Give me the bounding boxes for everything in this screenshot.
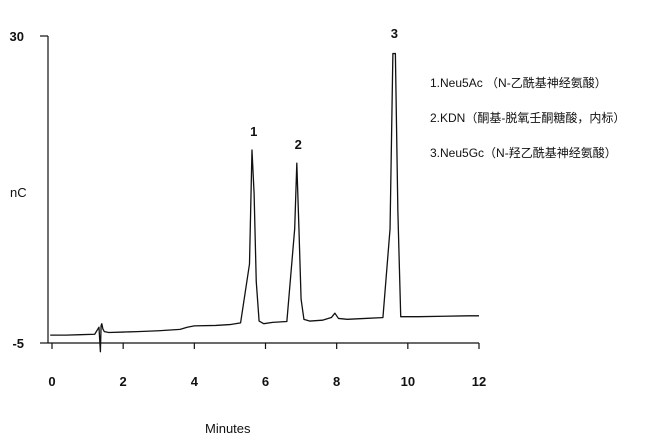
trace-group [50,52,479,353]
legend: 1.Neu5Ac （N-乙酰基神经氨酸） 2.KDN（酮基-脱氧壬酮糖酸，内标）… [430,75,625,160]
legend-entry-3: 3.Neu5Gc（N-羟乙酰基神经氨酸） [430,145,617,160]
x-tick-label: 2 [120,374,127,389]
x-tick-label: 8 [333,374,340,389]
x-tick-label: 6 [262,374,269,389]
legend-entry-2: 2.KDN（酮基-脱氧壬酮糖酸，内标） [430,110,625,125]
peak-label-2: 2 [295,137,302,152]
x-tick-label: 4 [191,374,199,389]
x-tick-label: 10 [401,374,415,389]
axes [40,35,480,349]
chromatogram-trace [50,52,479,353]
y-axis-label: nC [10,185,27,200]
y-tick-label: 30 [10,29,24,44]
y-tick-label: -5 [12,336,24,351]
peak-label-3: 3 [391,26,398,41]
x-tick-label: 12 [472,374,486,389]
x-axis-label: Minutes [205,421,251,436]
legend-entry-1: 1.Neu5Ac （N-乙酰基神经氨酸） [430,75,607,90]
peak-labels: 1 2 3 [250,26,398,152]
x-tick-label: 0 [48,374,55,389]
tick-labels: 0 2 4 6 8 10 12-530 [10,29,487,389]
peak-label-1: 1 [250,124,257,139]
